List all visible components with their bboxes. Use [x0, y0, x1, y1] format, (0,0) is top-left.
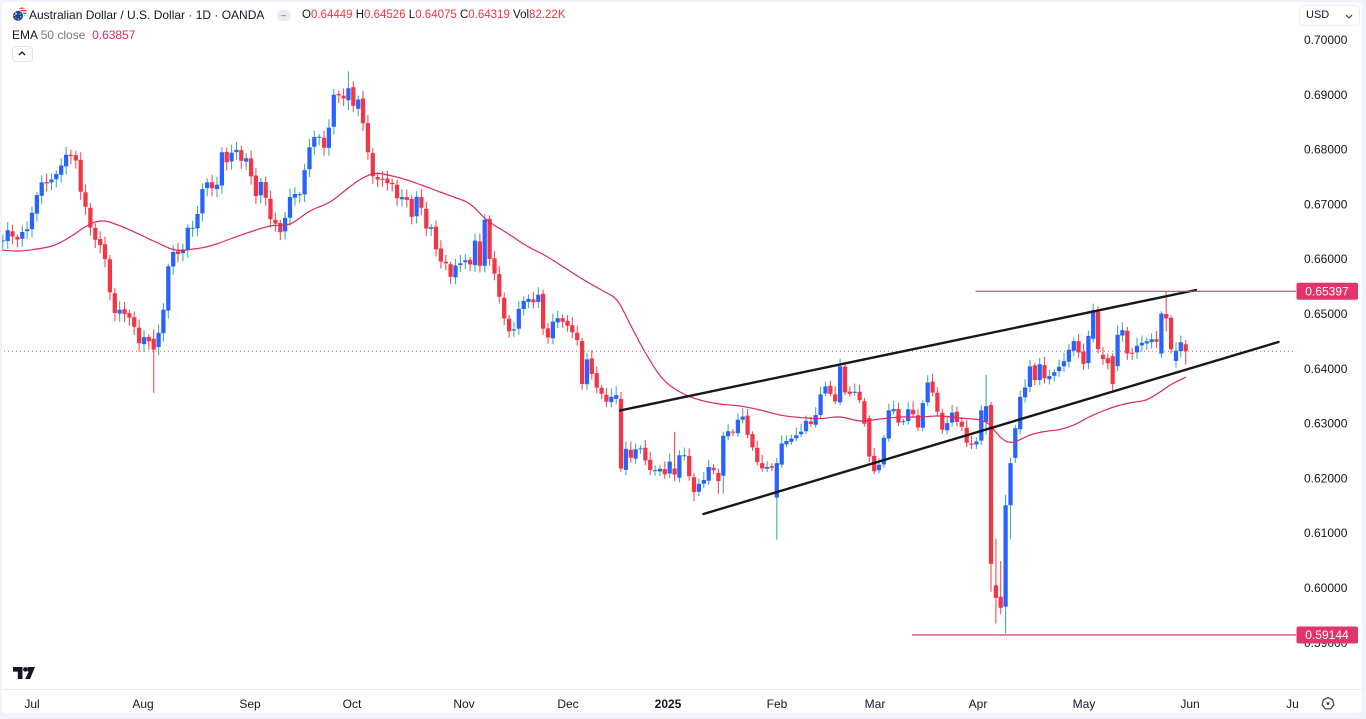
svg-text:0.66000: 0.66000	[1304, 252, 1348, 266]
svg-text:0.59144: 0.59144	[1305, 628, 1349, 642]
svg-text:0.62000: 0.62000	[1304, 471, 1348, 485]
svg-text:0.67000: 0.67000	[1304, 197, 1348, 211]
svg-text:May: May	[1073, 697, 1096, 711]
svg-text:0.69000: 0.69000	[1304, 88, 1348, 102]
svg-text:Nov: Nov	[453, 697, 474, 711]
svg-text:Feb: Feb	[767, 697, 788, 711]
svg-text:Jun: Jun	[1180, 697, 1199, 711]
svg-text:Mar: Mar	[865, 697, 886, 711]
svg-text:0.65000: 0.65000	[1304, 307, 1348, 321]
svg-text:Jul: Jul	[24, 697, 39, 711]
svg-text:0.65397: 0.65397	[1305, 284, 1349, 298]
svg-text:0.61000: 0.61000	[1304, 526, 1348, 540]
svg-text:Aug: Aug	[132, 697, 153, 711]
svg-text:0.68000: 0.68000	[1304, 143, 1348, 157]
svg-text:Sep: Sep	[239, 697, 261, 711]
svg-text:Oct: Oct	[343, 697, 362, 711]
svg-text:0.64000: 0.64000	[1304, 362, 1348, 376]
svg-text:0.60000: 0.60000	[1304, 581, 1348, 595]
svg-text:0.70000: 0.70000	[1304, 33, 1348, 47]
svg-text:2025: 2025	[655, 697, 682, 711]
svg-text:Dec: Dec	[557, 697, 578, 711]
svg-text:0.63000: 0.63000	[1304, 417, 1348, 431]
svg-text:Apr: Apr	[969, 697, 988, 711]
svg-text:Ju: Ju	[1286, 697, 1299, 711]
